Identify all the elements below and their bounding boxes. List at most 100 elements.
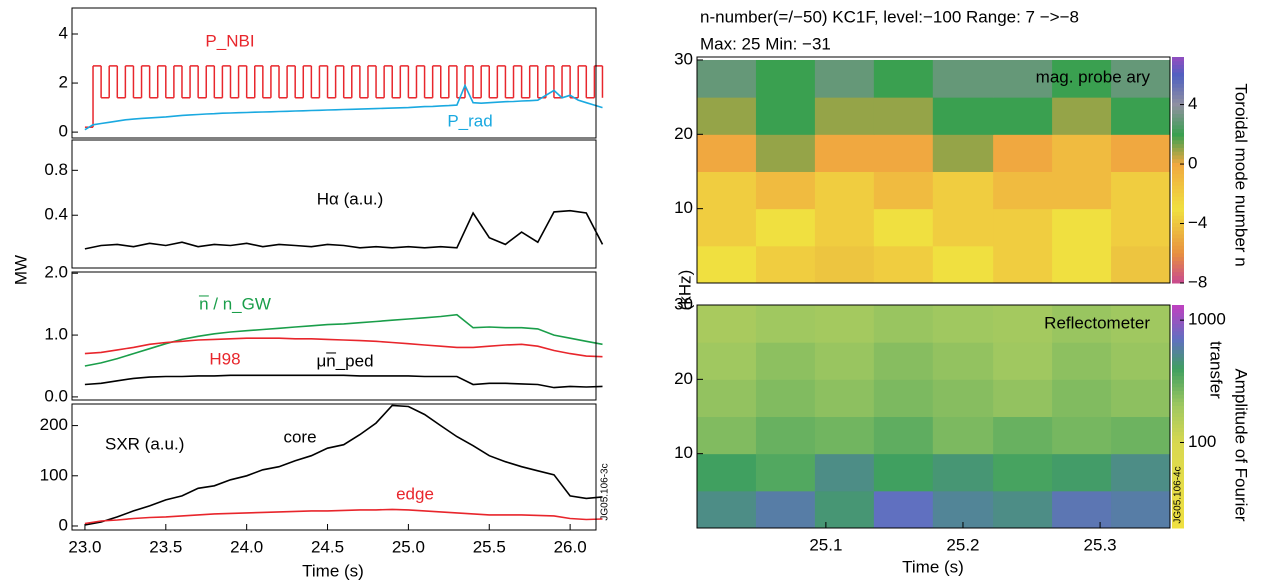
colorbar-slice	[1172, 372, 1184, 376]
series-label: P_rad	[447, 111, 492, 130]
heatmap-cell	[874, 134, 933, 172]
heatmap-cell	[874, 209, 933, 247]
colorbar-slice	[1172, 234, 1184, 238]
heatmap-cell	[815, 417, 874, 455]
heatmap-cell	[697, 209, 756, 247]
heatmap-cell	[874, 491, 933, 529]
heatmap-cell	[697, 134, 756, 172]
colorbar-slice	[1172, 193, 1184, 197]
colorbar-slice	[1172, 338, 1184, 342]
colorbar-slice	[1172, 264, 1184, 268]
y-tick-label: 20	[674, 124, 693, 143]
colorbar-slice	[1172, 147, 1184, 151]
colorbar-slice	[1172, 208, 1184, 212]
colorbar-slice	[1172, 342, 1184, 346]
y-tick-label: 0	[59, 122, 68, 141]
colorbar-slice	[1172, 461, 1184, 465]
colorbar-slice	[1172, 331, 1184, 335]
colorbar-slice	[1172, 431, 1184, 435]
series-label: μn̅_ped	[316, 351, 373, 370]
colorbar-slice	[1172, 144, 1184, 148]
colorbar-slice	[1172, 117, 1184, 121]
heatmap-cell	[756, 97, 815, 135]
chart-subtitle: Max: 25 Min: −31	[700, 34, 831, 53]
heatmap-cell	[756, 417, 815, 455]
heatmap-cell	[993, 379, 1052, 417]
colorbar-slice	[1172, 312, 1184, 316]
annotation: SXR (a.u.)	[105, 434, 184, 453]
colorbar-slice	[1172, 387, 1184, 391]
heatmap-cell	[1052, 134, 1111, 172]
heatmap-cell	[933, 379, 994, 417]
heatmap-cell	[756, 60, 815, 98]
colorbar-slice	[1172, 398, 1184, 402]
colorbar-slice	[1172, 196, 1184, 200]
colorbar-slice	[1172, 189, 1184, 193]
colorbar-slice	[1172, 435, 1184, 439]
x-tick-label: 25.0	[392, 537, 425, 556]
heatmap-cell	[1111, 417, 1170, 455]
series-line	[85, 211, 603, 249]
heatmap-cell	[874, 60, 933, 98]
y-tick-label: 4	[59, 23, 68, 42]
y-tick-label: 0	[59, 515, 68, 534]
colorbar-slice	[1172, 230, 1184, 234]
colorbar-slice	[1172, 95, 1184, 99]
heatmap-cell	[815, 209, 874, 247]
colorbar-slice	[1172, 204, 1184, 208]
colorbar-slice	[1172, 65, 1184, 69]
heatmap-cell	[1111, 134, 1170, 172]
colorbar-slice	[1172, 106, 1184, 110]
heatmap-cell	[933, 134, 994, 172]
y-tick-label: 2	[59, 73, 68, 92]
colorbar-slice	[1172, 174, 1184, 178]
heatmap-cell	[874, 454, 933, 492]
y-tick-label: 30	[674, 49, 693, 68]
heatmap-cell	[756, 134, 815, 172]
y-tick-label: 200	[40, 415, 68, 434]
heatmap-cell	[697, 171, 756, 209]
x-tick-label: 25.1	[809, 535, 842, 554]
heatmap-cell	[697, 305, 756, 343]
heatmap-cell	[815, 379, 874, 417]
colorbar-slice	[1172, 454, 1184, 458]
colorbar-slice	[1172, 346, 1184, 350]
heatmap-cell	[874, 379, 933, 417]
heatmap-cell	[815, 454, 874, 492]
heatmap-cell	[1052, 454, 1111, 492]
colorbar-slice	[1172, 405, 1184, 409]
heatmap-cell	[697, 379, 756, 417]
colorbar-label: transfer	[1207, 341, 1226, 399]
colorbar-slice	[1172, 309, 1184, 313]
heatmap-cell	[815, 171, 874, 209]
colorbar-slice	[1172, 424, 1184, 428]
x-tick-label: 23.0	[68, 537, 101, 556]
colorbar-slice	[1172, 402, 1184, 406]
heatmap-cell	[815, 246, 874, 284]
colorbar-slice	[1172, 76, 1184, 80]
heatmap-cell	[1111, 491, 1170, 529]
heatmap-cell	[993, 171, 1052, 209]
colorbar-slice	[1172, 413, 1184, 417]
heatmap-cell	[756, 246, 815, 284]
colorbar-slice	[1172, 379, 1184, 383]
colorbar-slice	[1172, 260, 1184, 264]
heatmap-cell	[815, 134, 874, 172]
colorbar-slice	[1172, 215, 1184, 219]
heatmap-cell	[1052, 171, 1111, 209]
colorbar-slice	[1172, 185, 1184, 189]
colorbar-slice	[1172, 61, 1184, 65]
heatmap-cell	[815, 342, 874, 380]
colorbar-slice	[1172, 364, 1184, 368]
x-tick-label: 25.5	[473, 537, 506, 556]
annotation: Reflectometer	[1044, 313, 1150, 332]
heatmap-cell	[1111, 97, 1170, 135]
colorbar-slice	[1172, 390, 1184, 394]
y-tick-label: 10	[674, 198, 693, 217]
figure-note: JG05.106-3c	[600, 463, 611, 520]
colorbar-slice	[1172, 211, 1184, 215]
y-tick-label: 100	[40, 465, 68, 484]
chart-title: n-number(=/−50) KC1F, level:−100 Range: …	[700, 7, 1079, 26]
colorbar-slice	[1172, 417, 1184, 421]
